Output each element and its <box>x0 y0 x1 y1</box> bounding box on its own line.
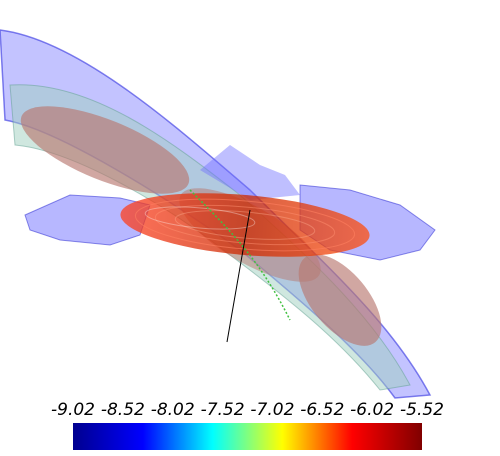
colorbar-tick-label: -8.52 <box>100 400 145 420</box>
core-lower <box>298 254 382 346</box>
core-upper <box>20 106 190 194</box>
colorbar-tick-label: -5.52 <box>400 400 444 420</box>
colorbar-tick-label: -7.52 <box>200 400 245 420</box>
3d-visualization <box>0 29 436 399</box>
colorbar-tick-label: -6.02 <box>350 400 395 420</box>
colorbar <box>73 423 422 450</box>
colorbar-tick-label: -8.02 <box>150 400 195 420</box>
axis-line <box>226 209 251 343</box>
wing-top <box>200 145 300 200</box>
colorbar-gradient <box>73 423 422 450</box>
colorbar-tick-label: -9.02 <box>51 400 95 420</box>
colorbar-tick-labels: -9.02 -8.52 -8.02 -7.52 -7.02 -6.52 -6.02 -5.52 <box>40 400 460 422</box>
wing-left <box>24 194 151 246</box>
colorbar-tick-label: -7.02 <box>250 400 295 420</box>
colorbar-tick-label: -6.52 <box>300 400 345 420</box>
red-disk <box>120 193 370 257</box>
